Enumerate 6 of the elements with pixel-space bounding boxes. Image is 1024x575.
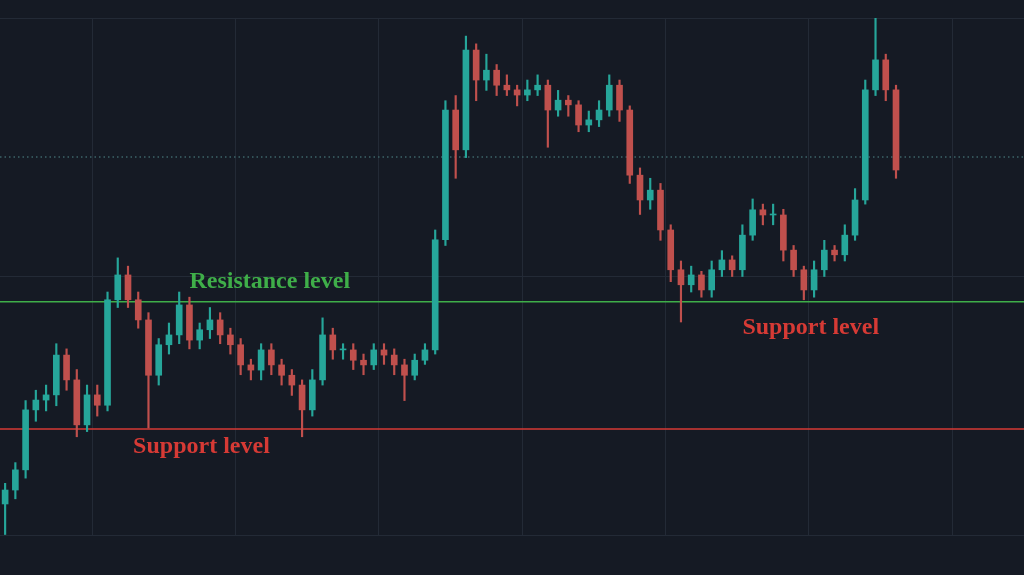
annotation: Support level: [742, 313, 880, 340]
candlestick: [401, 358, 408, 401]
ref-line-label: Support level: [133, 432, 271, 459]
ref-line-label: Resistance level: [189, 267, 351, 294]
candlestick: [831, 245, 838, 262]
candlestick: [360, 353, 367, 376]
